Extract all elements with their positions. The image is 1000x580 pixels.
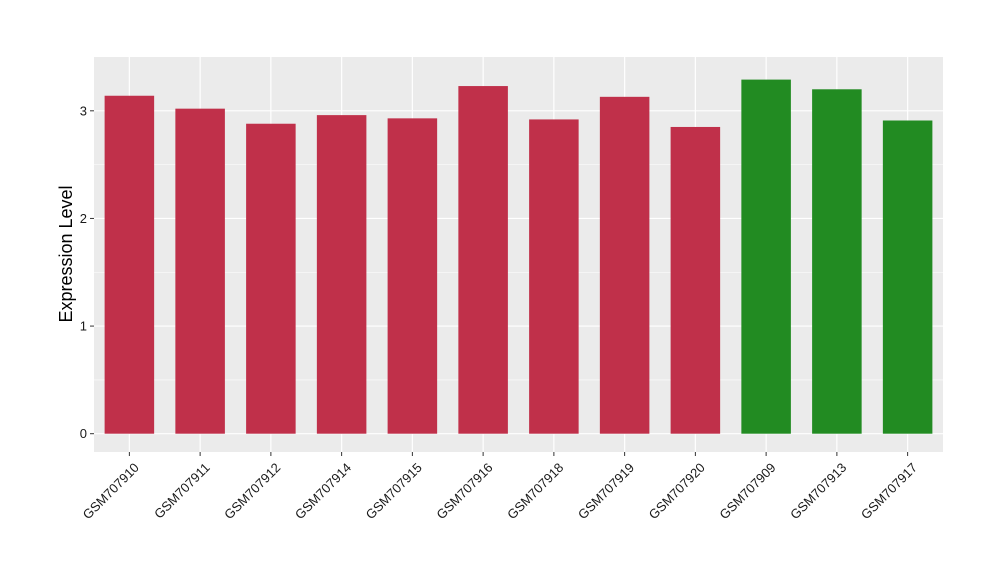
bar-gsm707911 (175, 108, 225, 434)
x-tick-label: GSM707910 (80, 460, 142, 522)
x-tick-label: GSM707915 (363, 460, 425, 522)
x-axis: GSM707910 GSM707911 GSM707912 GSM707914 GSM7… (80, 452, 920, 522)
plot-panel (94, 57, 943, 452)
bar-gsm707910 (104, 95, 155, 434)
bar-gsm707915 (387, 118, 438, 434)
bar-gsm707919 (599, 96, 650, 434)
bar-gsm707916 (458, 86, 508, 434)
bar-gsm707914 (316, 115, 367, 434)
bar-gsm707909 (741, 79, 791, 434)
bars (104, 79, 933, 434)
x-tick-label: GSM707913 (787, 460, 849, 522)
x-tick-label: GSM707920 (646, 460, 708, 522)
y-axis: 0 1 2 3 (80, 103, 94, 441)
x-tick-label: GSM707916 (433, 460, 495, 522)
minor-gridlines (94, 164, 943, 381)
bar-gsm707920 (670, 126, 721, 434)
x-tick-label: GSM707919 (575, 460, 637, 522)
y-tick-label: 0 (80, 426, 87, 441)
y-tick-label: 1 (80, 319, 87, 334)
bar-gsm707912 (246, 123, 296, 434)
x-tick-label: GSM707914 (292, 460, 354, 522)
x-tick-label: GSM707911 (151, 460, 213, 522)
x-tick-label: GSM707917 (858, 460, 920, 522)
y-axis-title: Expression Level (56, 185, 76, 322)
bar-gsm707917 (882, 120, 933, 434)
y-tick-label: 3 (80, 103, 87, 118)
x-tick-label: GSM707912 (221, 460, 283, 522)
bar-gsm707918 (529, 119, 579, 434)
bar-gsm707913 (812, 89, 862, 434)
x-tick-label: GSM707918 (504, 460, 566, 522)
y-tick-label: 2 (80, 211, 87, 226)
x-tick-label: GSM707909 (716, 460, 778, 522)
